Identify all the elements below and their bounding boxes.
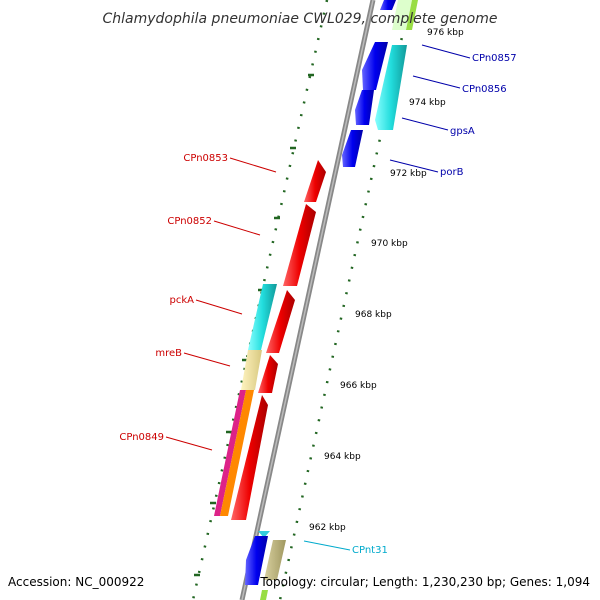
tick-labels: 976 kbp 974 kbp 972 kbp 970 kbp 968 kbp … bbox=[309, 28, 464, 533]
gene-label-porB[interactable]: porB bbox=[440, 167, 464, 178]
gene-label-cpn0853[interactable]: CPn0853 bbox=[183, 153, 228, 164]
gene-bottom-green[interactable] bbox=[260, 590, 268, 600]
tick-label: 972 kbp bbox=[390, 169, 427, 179]
gene-label-cpnt31[interactable]: CPnt31 bbox=[352, 545, 388, 556]
gene-label-mreB[interactable]: mreB bbox=[155, 348, 182, 359]
forward-strand-genes bbox=[342, 0, 418, 167]
gene-reverse-a[interactable] bbox=[266, 290, 295, 353]
tick-label: 970 kbp bbox=[371, 239, 408, 249]
bottom-genes bbox=[245, 531, 286, 600]
gene-cpn0853[interactable] bbox=[304, 160, 326, 202]
gene-label-cpn0856[interactable]: CPn0856 bbox=[462, 84, 507, 95]
gene-gpsA[interactable] bbox=[355, 90, 374, 125]
gene-labels: CPn0857 CPn0856 gpsA porB CPn0853 CPn085… bbox=[119, 53, 516, 556]
gene-reverse-b[interactable] bbox=[258, 355, 278, 393]
inner-track-marks bbox=[194, 73, 314, 577]
gene-top-green[interactable] bbox=[406, 0, 418, 30]
gene-label-cpn0852[interactable]: CPn0852 bbox=[167, 216, 212, 227]
gene-cpn0849-orange[interactable] bbox=[220, 390, 254, 516]
tick-label: 966 kbp bbox=[340, 381, 377, 391]
gene-cpn0857[interactable] bbox=[362, 42, 388, 90]
gene-label-cpn0849[interactable]: CPn0849 bbox=[119, 432, 164, 443]
gene-cpn0849[interactable] bbox=[231, 395, 268, 520]
gene-label-pckA[interactable]: pckA bbox=[170, 295, 195, 306]
gene-label-gpsA[interactable]: gpsA bbox=[450, 126, 475, 137]
tick-label: 962 kbp bbox=[309, 523, 346, 533]
gene-mreB[interactable] bbox=[241, 350, 262, 390]
reverse-strand-genes bbox=[214, 160, 326, 520]
gene-bottom-blue[interactable] bbox=[245, 536, 268, 585]
map-title: Chlamydophila pneumoniae CWL029, complet… bbox=[103, 11, 498, 27]
gene-porB[interactable] bbox=[342, 130, 363, 167]
accession-text: Accession: NC_000922 bbox=[8, 575, 144, 589]
gene-pckA[interactable] bbox=[248, 284, 277, 350]
tick-label: 976 kbp bbox=[427, 28, 464, 38]
gene-cpnt31[interactable] bbox=[258, 531, 270, 538]
gene-cpn0852[interactable] bbox=[283, 204, 316, 286]
gene-cpn0856[interactable] bbox=[375, 45, 407, 130]
tick-label: 974 kbp bbox=[409, 98, 446, 108]
gene-top-fragment[interactable] bbox=[380, 0, 396, 10]
gene-bottom-tan[interactable] bbox=[264, 540, 286, 580]
genome-summary-text: Topology: circular; Length: 1,230,230 bp… bbox=[259, 575, 590, 589]
gene-callout-lines bbox=[165, 44, 471, 551]
gene-cpn0849-magenta[interactable] bbox=[214, 390, 246, 516]
tick-label: 964 kbp bbox=[324, 452, 361, 462]
gene-top-light[interactable] bbox=[392, 0, 412, 30]
gene-label-cpn0857[interactable]: CPn0857 bbox=[472, 53, 517, 64]
tick-label: 968 kbp bbox=[355, 310, 392, 320]
